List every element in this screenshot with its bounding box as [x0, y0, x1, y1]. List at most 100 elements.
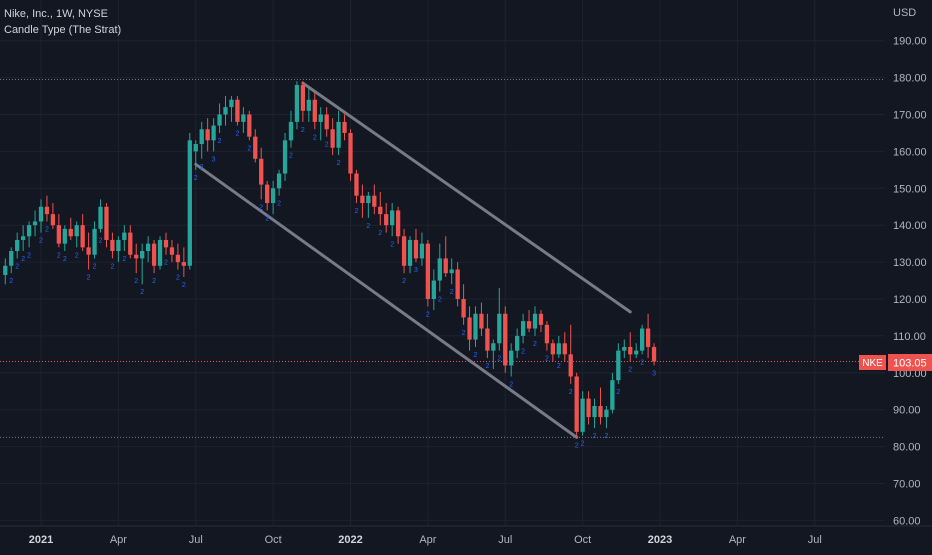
candle-body	[503, 313, 508, 366]
candle-body	[395, 210, 401, 237]
candle-body	[372, 195, 377, 207]
candle-body	[247, 114, 252, 137]
strat-label: 2	[99, 238, 103, 245]
time-tick-label: Oct	[265, 534, 282, 546]
candle	[122, 225, 127, 252]
candle-body	[50, 214, 56, 226]
candle-body	[598, 406, 603, 418]
candle	[574, 372, 579, 438]
strat-label: 2	[485, 363, 489, 370]
strat-label: 2	[182, 282, 186, 289]
candle-body	[21, 236, 26, 240]
candle	[32, 210, 38, 237]
candles-layer	[3, 81, 657, 438]
candle-body	[324, 114, 329, 130]
candle	[455, 262, 460, 307]
strat-label: 2	[176, 274, 180, 281]
candle-body	[437, 258, 442, 281]
strat-label: 2	[593, 433, 597, 440]
strat-label: 3	[414, 267, 418, 274]
strat-label: 3	[652, 370, 656, 377]
candle-body	[253, 136, 258, 159]
strat-label: 2	[277, 201, 281, 208]
candle	[259, 147, 264, 200]
candle	[473, 306, 478, 347]
candle	[384, 203, 389, 233]
horizontal-price-lines	[0, 78, 885, 438]
strat-label: 2	[194, 175, 198, 182]
price-tag-value-bg	[888, 354, 932, 371]
candle	[312, 92, 317, 130]
channel-line-lower[interactable]	[194, 162, 579, 439]
trend-channel[interactable]	[194, 81, 632, 439]
strat-label: 2	[533, 341, 537, 348]
candle	[503, 306, 508, 373]
candle-body	[390, 210, 395, 226]
candle	[193, 140, 198, 170]
candle-body	[336, 121, 341, 148]
strat-label: 3	[212, 156, 216, 163]
strat-label: 2	[93, 263, 97, 270]
strat-label: 2	[497, 356, 501, 363]
candle-body	[574, 376, 579, 432]
candle-body	[378, 206, 383, 215]
candle	[110, 232, 115, 259]
candle-body	[509, 350, 514, 366]
strat-label: 2	[140, 289, 144, 296]
candle	[217, 103, 222, 133]
candle-body	[634, 350, 639, 355]
time-tick-label: Apr	[729, 534, 746, 546]
strat-label: 2	[402, 278, 406, 285]
strat-label: 2	[366, 223, 370, 230]
price-tick-label: 80.00	[893, 442, 921, 454]
candle	[253, 129, 258, 163]
price-tick-label: 180.00	[893, 73, 927, 85]
candle-body	[562, 343, 567, 355]
candle	[562, 332, 567, 362]
candle	[580, 391, 585, 436]
price-axis[interactable]: 60.0070.0080.0090.00100.00110.00120.0013…	[893, 36, 927, 528]
candle	[140, 243, 145, 285]
candle-body	[80, 225, 85, 248]
candle	[68, 217, 73, 240]
indicator-label[interactable]: Candle Type (The Strat)	[4, 24, 121, 36]
time-axis[interactable]: 2021 Apr Jul Oct 2022 Apr Jul Oct 2023 Apr Jul	[29, 534, 822, 546]
candle	[449, 258, 454, 285]
candle	[550, 339, 556, 362]
time-tick-label: Oct	[574, 534, 591, 546]
candle-body	[628, 346, 633, 355]
strat-label: 2	[438, 297, 442, 304]
strat-label: 2	[313, 134, 317, 141]
strat-label: 2	[75, 252, 79, 259]
candle-body	[645, 328, 651, 347]
candle	[568, 324, 573, 384]
candle-body	[241, 114, 246, 122]
chart-title: Nike, Inc., 1W, NYSE	[4, 8, 108, 20]
candle	[276, 169, 282, 196]
strat-label: 2	[378, 230, 382, 237]
candle-body	[312, 99, 317, 122]
candle-body	[538, 313, 544, 325]
candle-body	[175, 254, 181, 263]
channel-line-upper[interactable]	[301, 81, 632, 314]
candle-body	[157, 239, 163, 266]
time-tick-label: 2023	[648, 534, 672, 546]
candle-body	[544, 324, 550, 344]
candle-body	[282, 140, 288, 174]
candle	[538, 310, 544, 333]
strat-label: 2	[628, 367, 632, 374]
candle-body	[407, 239, 413, 266]
candle	[288, 110, 294, 148]
candle	[395, 206, 401, 244]
candle	[354, 169, 359, 204]
candle-body	[140, 251, 145, 259]
strat-label: 2	[640, 359, 644, 366]
candle	[616, 343, 621, 384]
candle	[318, 107, 323, 141]
candle-body	[556, 343, 561, 355]
candle	[419, 232, 425, 266]
candle	[497, 287, 502, 351]
candle	[336, 110, 341, 156]
